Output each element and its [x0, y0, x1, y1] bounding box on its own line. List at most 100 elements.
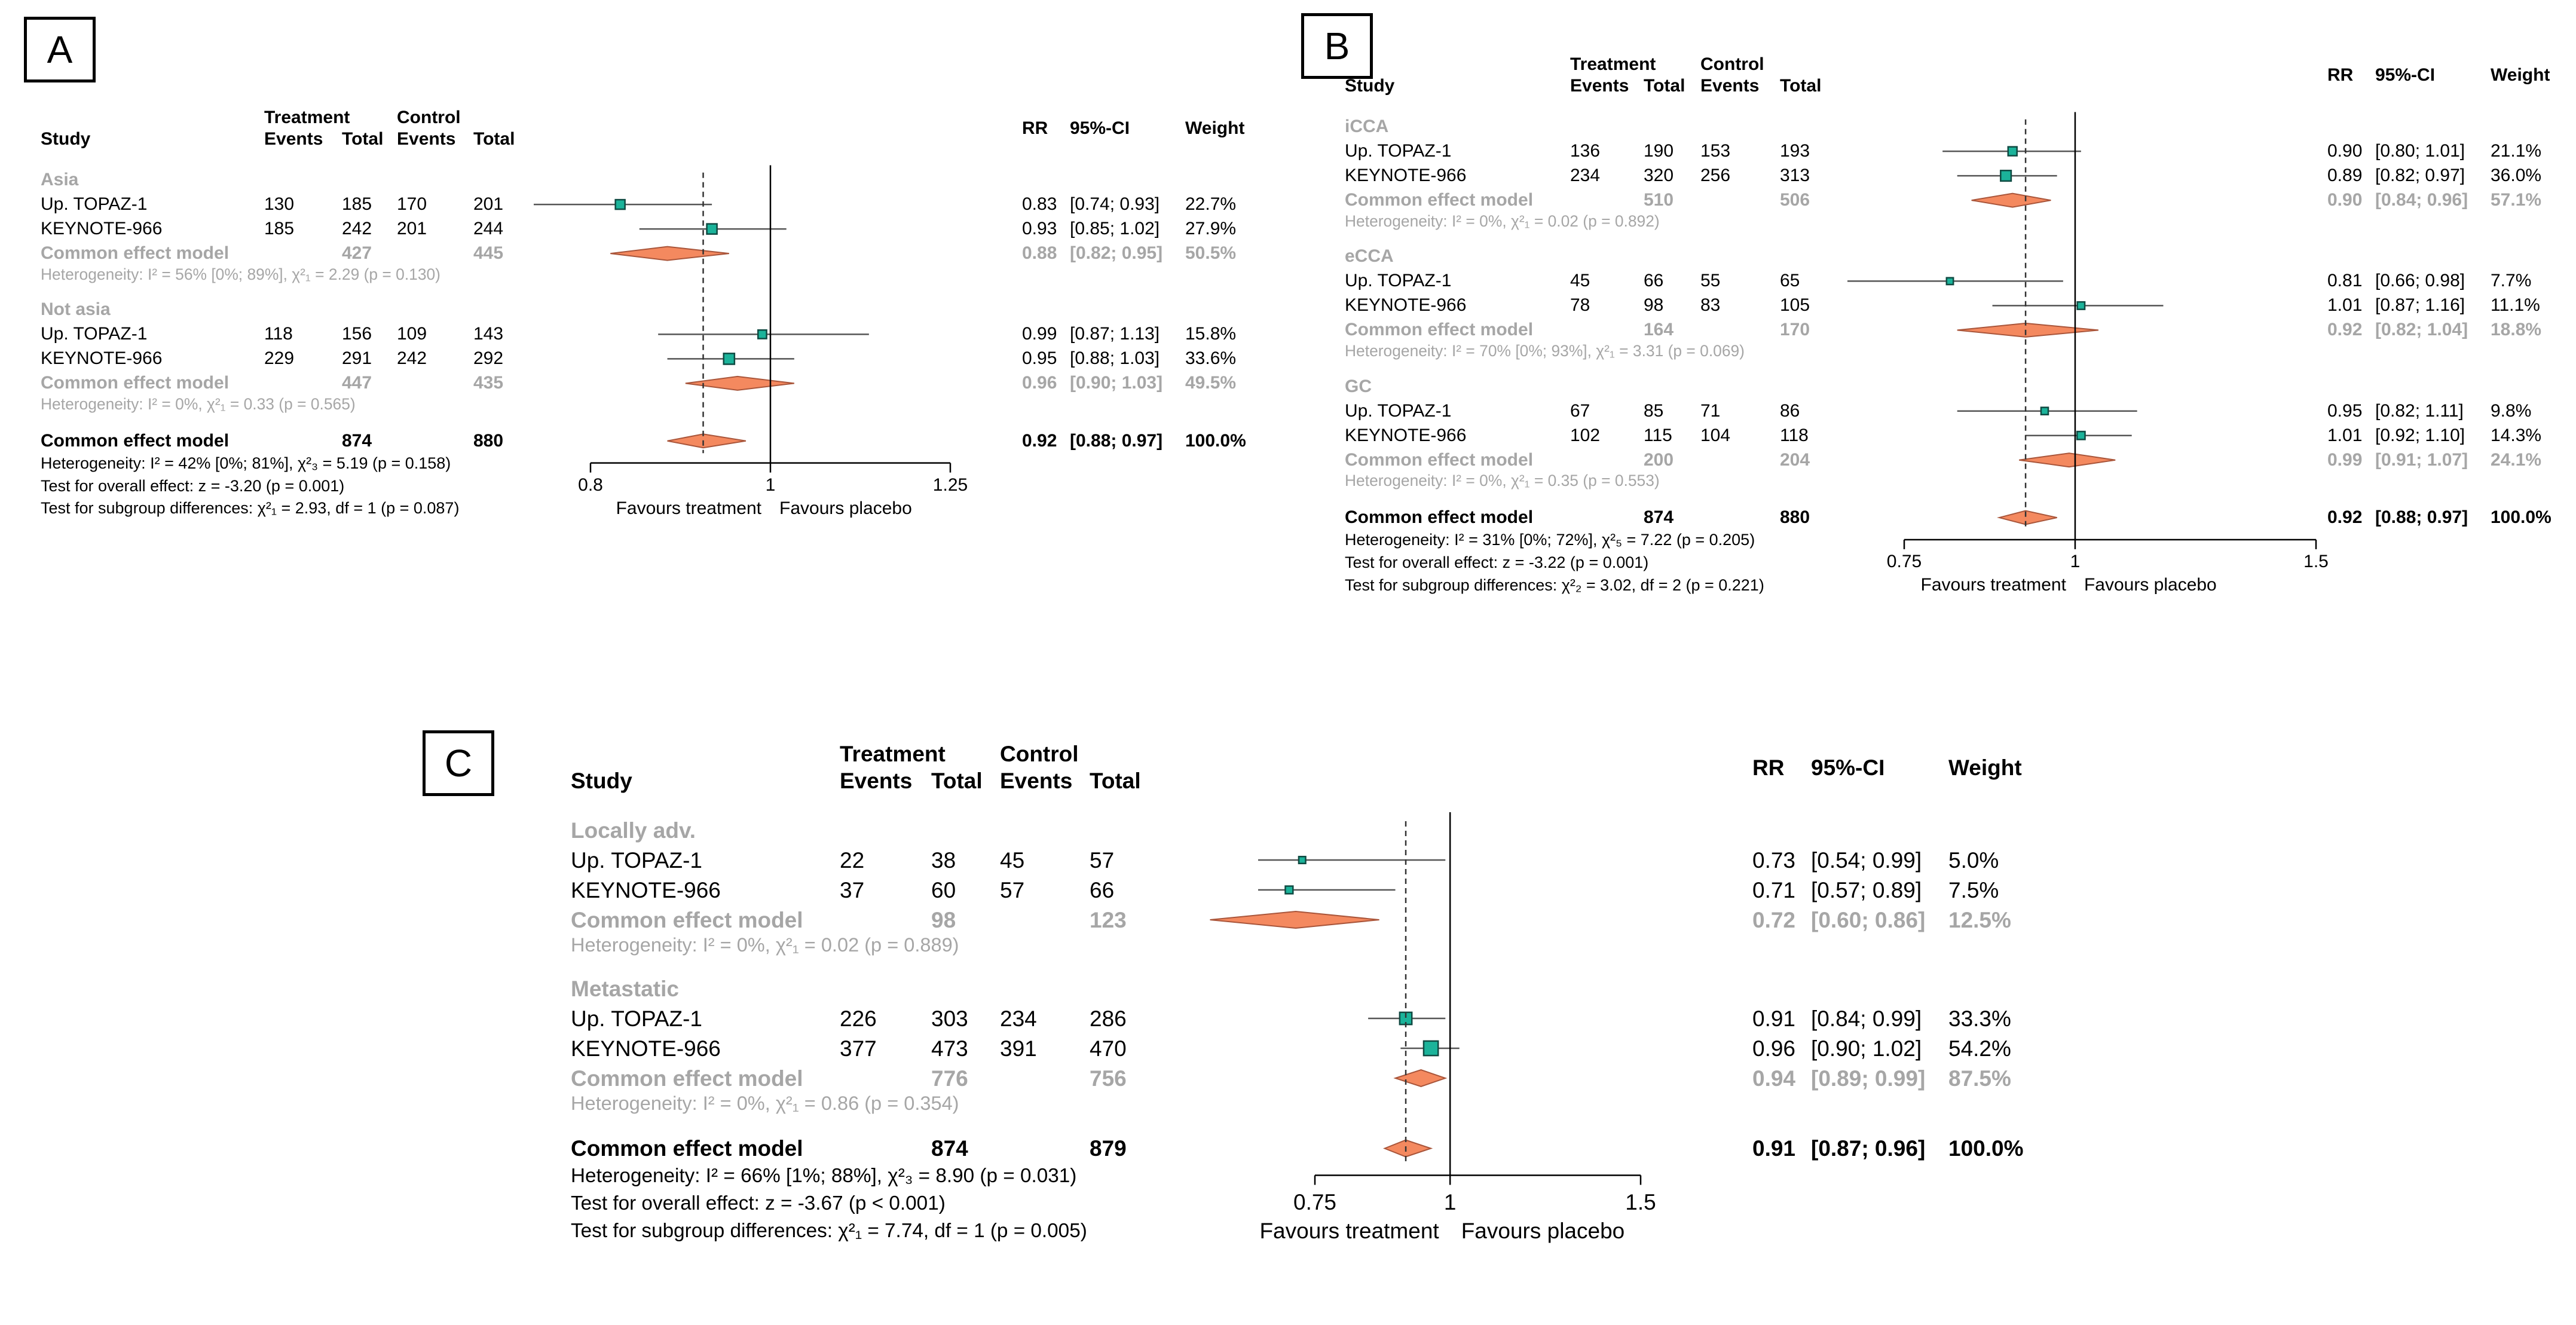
subgroup-control-total: 170 [1780, 320, 1810, 340]
study-name: KEYNOTE-966 [41, 348, 163, 369]
header-weight: Weight [1948, 755, 2022, 780]
study-name: Up. TOPAZ-1 [41, 194, 148, 215]
rr-value: 0.95 [1022, 348, 1057, 369]
subgroup-ci: [0.84; 0.96] [2375, 190, 2468, 210]
control-events: 83 [1700, 295, 1721, 316]
footer-line: Heterogeneity: I² = 31% [0%; 72%], χ²₅ =… [1345, 531, 1755, 549]
control-total: 313 [1780, 166, 1810, 186]
treatment-total: 185 [342, 194, 372, 215]
header-treatment-total: Total [1644, 76, 1685, 96]
favours-placebo-label: Favours placebo [2084, 574, 2217, 595]
subgroup-weight: 24.1% [2491, 449, 2542, 470]
subgroup-name: Not asia [41, 299, 111, 320]
subgroup-common-label: Common effect model [41, 243, 230, 264]
weight-value: 21.1% [2491, 141, 2542, 161]
subgroup-ci: [0.89; 0.99] [1811, 1066, 1926, 1091]
treatment-events: 22 [840, 847, 865, 873]
header-weight: Weight [1185, 118, 1245, 138]
subgroup-common-label: Common effect model [571, 907, 803, 932]
pooled-diamond [685, 375, 794, 391]
study-name: Up. TOPAZ-1 [571, 847, 703, 873]
subgroup-name: GC [1345, 376, 1372, 396]
treatment-events: 102 [1570, 425, 1601, 445]
overall-weight: 100.0% [1185, 430, 1246, 451]
subgroup-common-label: Common effect model [1345, 320, 1534, 340]
treatment-events: 234 [1570, 166, 1601, 186]
subgroup-name: eCCA [1345, 246, 1394, 267]
subgroup-rr: 0.72 [1752, 907, 1796, 932]
overall-ci: [0.88; 0.97] [1070, 430, 1163, 451]
control-events: 153 [1700, 141, 1731, 161]
header-ci: 95%-CI [2375, 65, 2436, 85]
control-total: 201 [473, 194, 504, 215]
subgroup-control-total: 204 [1780, 449, 1810, 470]
x-tick-label: 1.25 [932, 475, 968, 495]
study-effect-square [2000, 170, 2012, 182]
header-ci: 95%-CI [1070, 118, 1130, 138]
footer-line: Test for overall effect: z = -3.20 (p = … [41, 476, 345, 495]
subgroup-ci: [0.60; 0.86] [1811, 907, 1926, 932]
control-events: 391 [1000, 1036, 1037, 1061]
weight-value: 11.1% [2491, 295, 2540, 316]
header-control-events: Events [1000, 769, 1073, 793]
control-events: 234 [1000, 1006, 1037, 1031]
control-total: 65 [1780, 271, 1800, 291]
treatment-total: 242 [342, 219, 372, 239]
study-effect-square [1945, 277, 1954, 286]
treatment-total: 190 [1644, 141, 1674, 161]
header-study: Study [1345, 76, 1395, 96]
footer-line: Heterogeneity: I² = 66% [1%; 88%], χ²₃ =… [571, 1164, 1077, 1187]
rr-value: 0.71 [1752, 877, 1796, 902]
study-name: Up. TOPAZ-1 [1345, 141, 1452, 161]
header-study: Study [41, 129, 91, 149]
subgroup-treatment-total: 510 [1644, 190, 1674, 210]
overall-common-label: Common effect model [571, 1136, 803, 1161]
overall-rr: 0.92 [1022, 430, 1057, 451]
ci-value: [0.90; 1.02] [1811, 1036, 1922, 1061]
treatment-events: 377 [840, 1036, 877, 1061]
subgroup-treatment-total: 427 [342, 243, 372, 264]
favours-placebo-label: Favours placebo [779, 498, 912, 518]
ci-value: [0.54; 0.99] [1811, 847, 1922, 873]
subgroup-common-label: Common effect model [571, 1066, 803, 1091]
overall-control-total: 879 [1090, 1136, 1127, 1161]
x-tick-label: 1.5 [1625, 1190, 1656, 1214]
treatment-events: 185 [264, 219, 295, 239]
ci-value: [0.80; 1.01] [2375, 141, 2465, 161]
favours-treatment-label: Favours treatment [1920, 574, 2066, 595]
subgroup-treatment-total: 98 [931, 907, 956, 932]
subgroup-name: iCCA [1345, 117, 1389, 137]
control-events: 109 [397, 324, 427, 344]
pooled-diamond [1393, 1069, 1448, 1088]
treatment-events: 118 [264, 324, 293, 344]
ci-value: [0.74; 0.93] [1070, 194, 1160, 215]
overall-weight: 100.0% [2491, 507, 2551, 528]
subgroup-weight: 50.5% [1185, 243, 1237, 264]
rr-value: 0.90 [2327, 141, 2363, 161]
header-control-events: Events [397, 129, 456, 149]
control-events: 242 [397, 348, 427, 369]
ci-value: [0.92; 1.10] [2375, 425, 2465, 445]
rr-value: 0.91 [1752, 1006, 1796, 1031]
weight-value: 27.9% [1185, 219, 1237, 239]
control-total: 292 [473, 348, 504, 369]
header-rr: RR [2327, 65, 2354, 85]
study-effect-square [706, 223, 718, 235]
x-tick-label: 0.8 [578, 475, 603, 495]
control-total: 286 [1090, 1006, 1127, 1031]
footer-line: Test for subgroup differences: χ²₁ = 2.9… [41, 499, 460, 518]
treatment-total: 38 [931, 847, 956, 873]
control-total: 105 [1780, 295, 1810, 316]
subgroup-ci: [0.91; 1.07] [2375, 449, 2468, 470]
ci-value: [0.84; 0.99] [1811, 1006, 1922, 1031]
header-control-total: Total [1090, 769, 1141, 793]
treatment-total: 98 [1644, 295, 1664, 316]
subgroup-rr: 0.99 [2327, 449, 2363, 470]
subgroup-weight: 18.8% [2491, 320, 2542, 340]
subgroup-control-total: 506 [1780, 190, 1810, 210]
weight-value: 9.8% [2491, 400, 2532, 421]
control-events: 104 [1700, 425, 1731, 445]
subgroup-heterogeneity: Heterogeneity: I² = 0%, χ²₁ = 0.86 (p = … [571, 1093, 959, 1115]
control-events: 71 [1700, 400, 1721, 421]
